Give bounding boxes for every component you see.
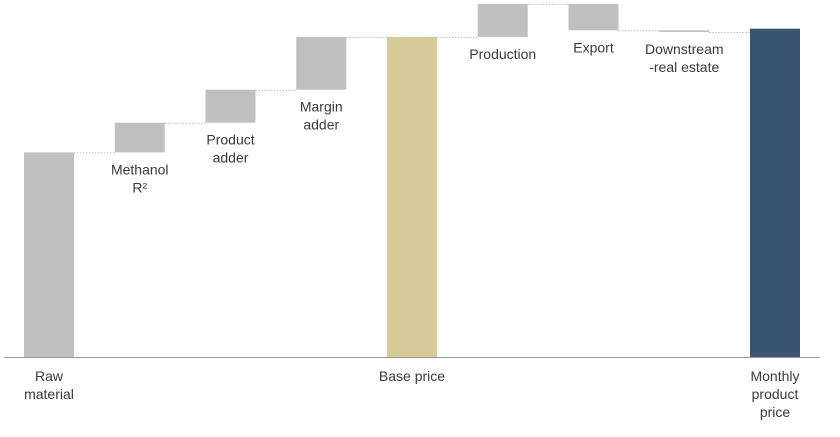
bar-base-price <box>387 36 437 358</box>
category-label: Downstream -real estate <box>645 41 724 75</box>
category-labels: Raw material Methanol R² Product adder Margin a… <box>24 39 799 420</box>
category-label: Export <box>573 39 614 55</box>
category-label: Base price <box>379 368 445 384</box>
bar-production <box>477 3 528 37</box>
bar-product-adder <box>205 89 256 123</box>
category-label: Raw material <box>24 368 74 402</box>
bar-export <box>568 3 619 31</box>
category-label: Margin adder <box>300 99 343 133</box>
category-label: Methanol R² <box>111 161 169 195</box>
bar-monthly-product-price <box>750 28 800 358</box>
bar-raw-material <box>24 152 74 357</box>
connector-lines <box>74 3 750 154</box>
category-label: Product adder <box>206 132 254 166</box>
category-label: Production <box>469 46 536 62</box>
bar-methanol-r <box>114 122 165 153</box>
category-label: Monthly product price <box>750 368 799 420</box>
bar-downstream-real-estate <box>659 30 710 32</box>
bar-margin-adder <box>296 36 347 90</box>
bars <box>24 3 800 358</box>
